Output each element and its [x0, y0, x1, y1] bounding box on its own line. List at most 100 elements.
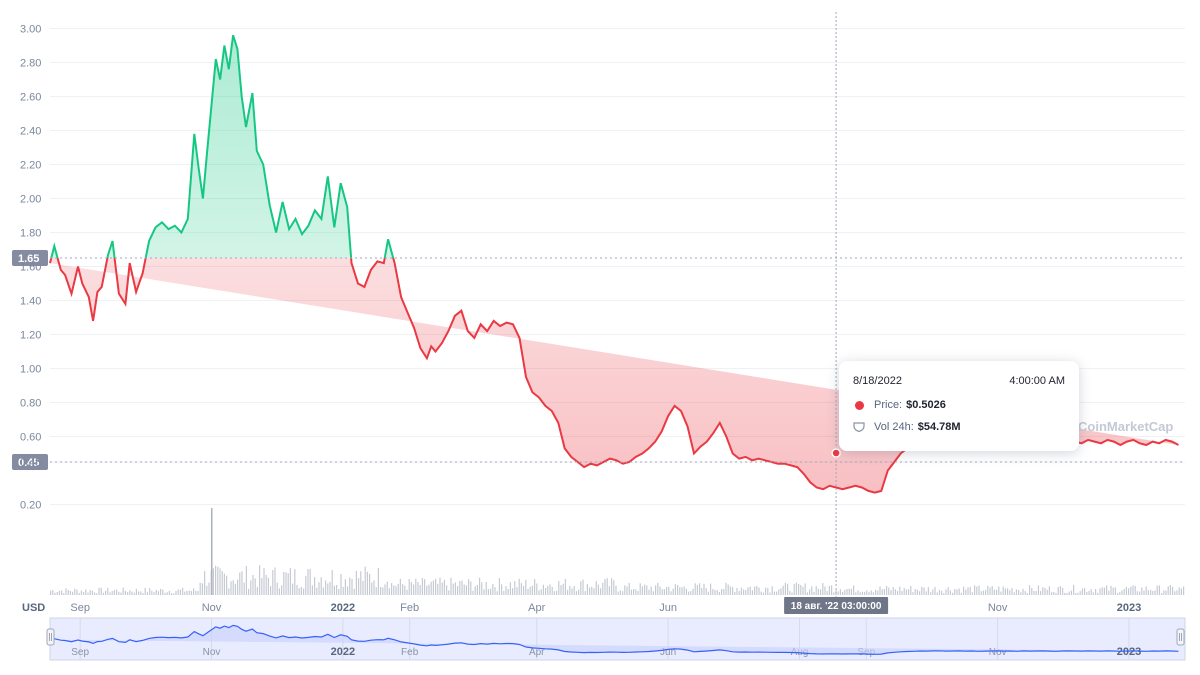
volume-bar — [100, 587, 102, 595]
volume-bar — [1172, 586, 1174, 595]
volume-bar — [78, 593, 80, 595]
volume-bar — [248, 588, 250, 595]
volume-bar — [998, 586, 1000, 595]
volume-bar — [397, 583, 399, 595]
volume-bar — [184, 591, 186, 595]
volume-bar — [294, 569, 296, 595]
volume-bar — [272, 570, 274, 595]
volume-bar — [1154, 590, 1156, 595]
volume-bar — [520, 583, 522, 595]
tooltip-price-row: Price: $0.5026 — [853, 399, 1065, 411]
volume-bar — [597, 584, 599, 595]
volume-bar — [1046, 589, 1048, 595]
volume-bar — [250, 580, 252, 595]
volume-bar — [985, 589, 987, 595]
price-tooltip: 8/18/2022 4:00:00 AM Price: $0.5026 Vol … — [839, 361, 1079, 451]
y-tick-label: 2.00 — [20, 194, 41, 206]
navigator-area — [50, 625, 1179, 655]
volume-bar — [1088, 591, 1090, 595]
volume-bar — [509, 582, 511, 595]
volume-bar — [556, 590, 558, 595]
volume-bar — [839, 589, 841, 595]
volume-bar — [646, 585, 648, 595]
volume-bar — [1178, 587, 1180, 595]
navigator-handle-left[interactable] — [46, 628, 55, 646]
volume-bar — [1167, 586, 1169, 595]
volume-bar — [613, 580, 615, 595]
volume-bar — [560, 585, 562, 595]
volume-bar — [388, 588, 390, 595]
volume-bar — [1064, 592, 1066, 595]
volume-bar — [89, 590, 91, 595]
volume-bar — [1004, 588, 1006, 595]
volume-bar — [811, 586, 813, 595]
volume-bar — [140, 591, 142, 595]
volume-bar — [1125, 586, 1127, 595]
volume-bar — [932, 589, 934, 595]
volume-bar — [773, 591, 775, 595]
volume-bar — [127, 592, 129, 595]
navigator[interactable]: SepNov2022FebAprJunAugSepNov2023 — [46, 617, 1186, 661]
volume-bar — [122, 587, 124, 595]
volume-bar — [336, 585, 338, 595]
volume-bar — [395, 586, 397, 595]
volume-bar — [989, 587, 991, 595]
volume-bar — [245, 566, 247, 595]
volume-bar — [404, 585, 406, 595]
volume-bar — [492, 584, 494, 595]
volume-bar — [364, 566, 366, 595]
volume-bar — [177, 589, 179, 595]
volume-bar — [322, 587, 324, 595]
volume-bar — [542, 584, 544, 595]
volume-bar — [815, 586, 817, 595]
volume-bar — [415, 578, 417, 595]
volume-bar — [292, 583, 294, 595]
volume-bar — [1101, 587, 1103, 595]
volume-bar — [300, 587, 302, 595]
volume-bar — [892, 587, 894, 595]
volume-bar — [1055, 592, 1057, 595]
volume-bar — [1086, 592, 1088, 595]
volume-bar — [890, 590, 892, 595]
volume-bar — [584, 591, 586, 595]
volume-bar — [595, 581, 597, 595]
volume-bar — [806, 592, 808, 595]
volume-bar — [476, 585, 478, 595]
volume-bar — [971, 592, 973, 595]
volume-bar — [353, 588, 355, 595]
volume-bar — [536, 583, 538, 595]
volume-bar — [850, 588, 852, 595]
volume-bar — [318, 582, 320, 595]
volume-bar — [417, 582, 419, 595]
volume-bar — [287, 573, 289, 595]
volume-bar — [377, 567, 379, 595]
y-tick-label: 0.45 — [20, 457, 41, 469]
volume-bar — [703, 583, 705, 595]
hover-crosshair: 18 авг. '22 03:00:00 — [784, 12, 889, 614]
volume-bar — [83, 592, 85, 595]
x-tick-label: Nov — [202, 602, 222, 614]
volume-bar — [1156, 585, 1158, 595]
volume-bar — [450, 577, 452, 595]
ref-label-bg-current — [12, 454, 48, 470]
volume-bar — [166, 592, 168, 595]
volume-bar — [824, 586, 826, 595]
volume-bar — [52, 590, 54, 595]
nav-tick-label: Nov — [989, 647, 1007, 658]
volume-bar — [406, 589, 408, 595]
volume-bar — [305, 576, 307, 595]
volume-bar — [738, 590, 740, 595]
y-tick-label: 0.80 — [20, 398, 41, 410]
currency-label: USD — [22, 602, 45, 614]
volume-bar — [611, 578, 613, 595]
volume-bar — [316, 587, 318, 595]
volume-bar — [373, 580, 375, 595]
navigator-handle-right[interactable] — [1176, 628, 1185, 646]
volume-bar — [256, 586, 258, 595]
volume-bar — [705, 588, 707, 595]
hover-x-label-bg — [784, 597, 889, 614]
volume-bar — [1123, 589, 1125, 595]
volume-bar — [375, 587, 377, 595]
volume-bar — [778, 589, 780, 595]
